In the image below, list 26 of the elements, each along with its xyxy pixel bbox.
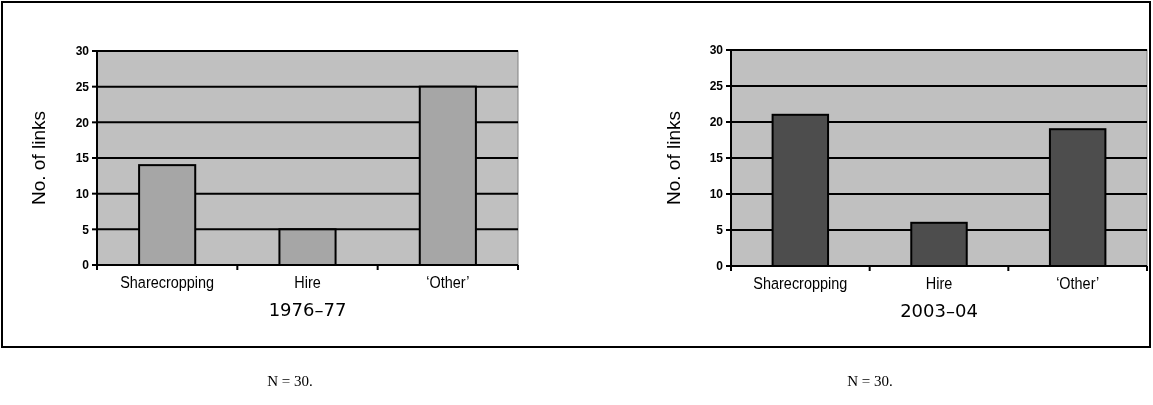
x-tick-label: ‘Other’	[426, 272, 470, 292]
text: N = 30.	[847, 373, 893, 389]
y-axis-title: No. of links	[28, 111, 49, 205]
y-tick-label: 25	[709, 79, 724, 94]
y-tick-label: 20	[709, 115, 724, 130]
y-axis-title: No. of links	[663, 111, 684, 205]
x-axis-title: 2003–04	[900, 300, 978, 321]
x-axis-title: 1976–77	[268, 299, 347, 320]
x-tick-label: Hire	[925, 273, 953, 293]
y-tick-label: 20	[75, 115, 90, 130]
y-tick-label: 10	[709, 187, 724, 202]
y-tick-label: 10	[75, 186, 90, 201]
x-tick-label: Sharecropping	[753, 273, 848, 293]
x-tick-label: Sharecropping	[120, 272, 215, 292]
y-tick-label: 25	[75, 79, 90, 94]
y-tick-label: 30	[75, 44, 90, 59]
y-tick-label: 0	[716, 259, 724, 274]
y-tick-label: 0	[82, 258, 90, 273]
y-tick-label: 5	[716, 223, 724, 238]
y-tick-label: 30	[709, 43, 724, 58]
x-tick-label: ‘Other’	[1056, 273, 1100, 293]
y-tick-label: 5	[82, 222, 90, 237]
x-tick-label: Hire	[294, 272, 321, 292]
y-tick-label: 15	[709, 151, 724, 166]
text: N = 30.	[267, 373, 313, 389]
y-tick-label: 15	[75, 151, 90, 166]
